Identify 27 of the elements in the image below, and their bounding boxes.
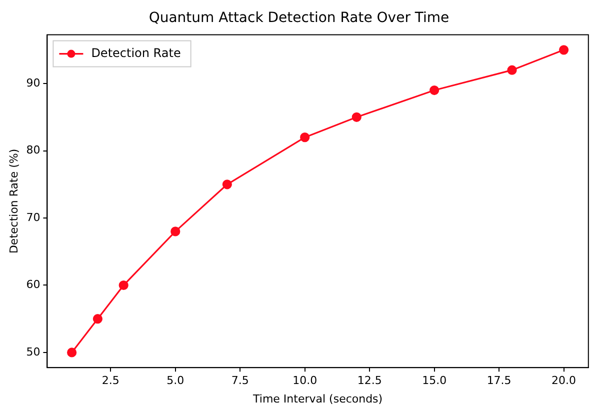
point bbox=[92, 314, 102, 324]
y-axis-title: Detection Rate (%) bbox=[7, 148, 20, 254]
x-tick-label: 7.5 bbox=[231, 374, 249, 388]
legend-label: Detection Rate bbox=[91, 46, 181, 60]
y-tick-label: 50 bbox=[26, 345, 40, 358]
x-tick-label: 5.0 bbox=[166, 374, 184, 388]
point bbox=[118, 280, 128, 290]
y-tick-label: 70 bbox=[26, 210, 40, 224]
y-tick-label: 90 bbox=[26, 76, 40, 90]
point bbox=[222, 180, 232, 190]
chart-title: Quantum Attack Detection Rate Over Time bbox=[148, 10, 450, 26]
point bbox=[559, 45, 569, 55]
x-tick-label: 10.0 bbox=[292, 374, 318, 388]
x-tick-label: 2.5 bbox=[102, 374, 120, 388]
x-tick-label: 15.0 bbox=[422, 374, 447, 388]
x-axis-title: Time Interval (seconds) bbox=[252, 392, 383, 406]
x-tick-label: 17.5 bbox=[486, 374, 512, 388]
point bbox=[300, 132, 310, 142]
point bbox=[66, 348, 77, 358]
x-tick-label: 12.5 bbox=[357, 374, 382, 388]
point bbox=[430, 85, 440, 96]
x-tick-label: 20.0 bbox=[552, 374, 576, 388]
y-tick-label: 60 bbox=[26, 278, 40, 292]
point bbox=[352, 112, 362, 122]
y-tick-label: 80 bbox=[26, 144, 40, 157]
point bbox=[170, 226, 180, 236]
point bbox=[507, 65, 517, 75]
